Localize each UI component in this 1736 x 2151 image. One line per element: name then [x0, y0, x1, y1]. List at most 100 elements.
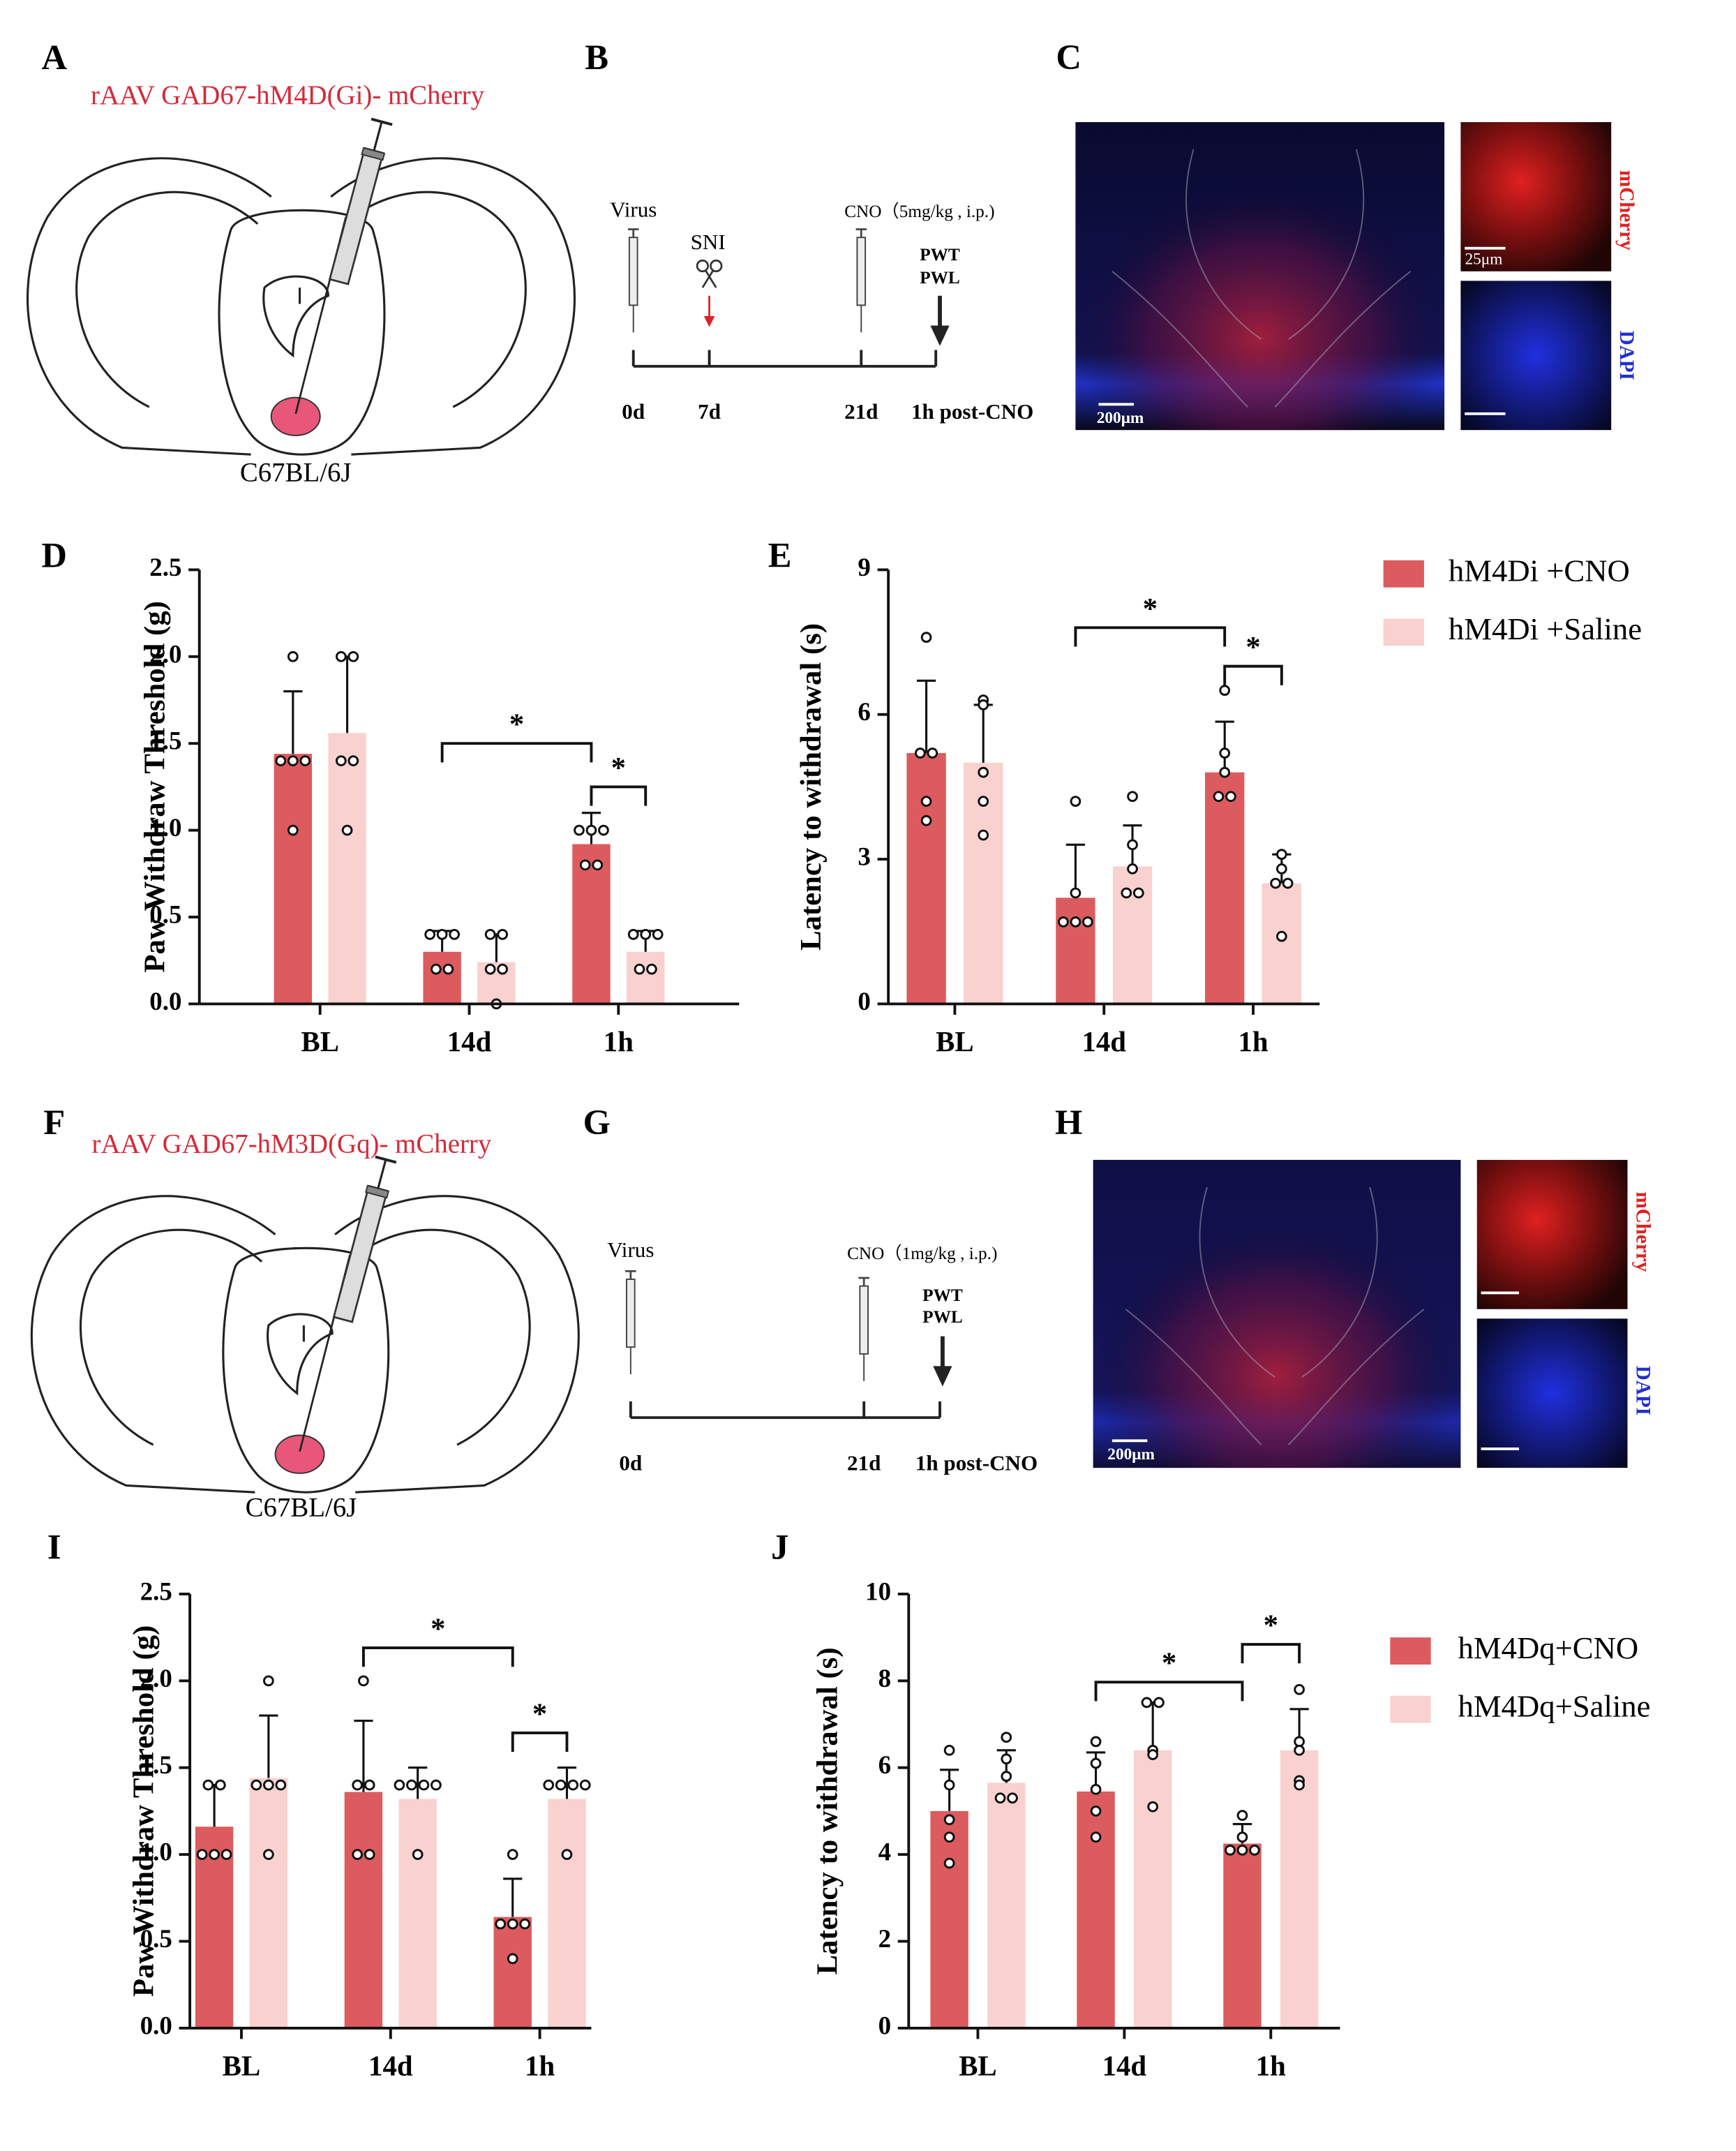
bar — [477, 962, 516, 1004]
bar — [1223, 1843, 1262, 2028]
data-point — [1001, 1732, 1012, 1743]
x-tick-label: 14d — [447, 1026, 492, 1057]
timeline-label: SNI — [691, 230, 726, 254]
y-tick-label: 0 — [858, 987, 870, 1015]
data-point — [449, 929, 461, 940]
error-bar — [973, 704, 993, 763]
data-point — [495, 1918, 507, 1930]
x-tick-label: BL — [936, 1026, 973, 1057]
panel-letter: J — [771, 1527, 788, 1566]
data-point — [220, 1849, 232, 1861]
brain-schematic — [30, 1155, 581, 1494]
data-point — [1121, 887, 1132, 899]
bar — [1262, 883, 1302, 1004]
panel-letter: H — [1055, 1103, 1082, 1142]
error-bar — [557, 1766, 577, 1799]
timeline-label: Virus — [610, 197, 657, 221]
bar — [398, 1799, 437, 2028]
x-tick-label: 1h — [1256, 2050, 1286, 2082]
data-point — [1153, 1697, 1165, 1709]
x-tick-label: BL — [959, 2050, 996, 2082]
data-point — [196, 1849, 208, 1861]
data-point — [1070, 916, 1082, 928]
data-point — [1058, 916, 1069, 928]
bar — [344, 1792, 383, 2028]
data-point — [1294, 1779, 1305, 1791]
significance-bracket — [1094, 1681, 1244, 1702]
data-point — [431, 963, 442, 975]
error-bar — [916, 679, 936, 754]
strain-label: C67BL/6J — [246, 1492, 357, 1522]
y-tick-label: 1.0 — [149, 813, 181, 842]
timeline — [624, 1270, 952, 1420]
x-tick-label: 1h — [604, 1026, 634, 1057]
y-tick-label: 8 — [878, 1664, 891, 1692]
data-point — [484, 929, 496, 940]
bar — [1077, 1791, 1115, 2028]
bar — [195, 1826, 234, 2028]
data-point — [347, 755, 359, 766]
data-point — [364, 1779, 375, 1791]
brain-schematic — [26, 117, 576, 456]
data-point — [352, 1779, 364, 1791]
data-point — [943, 1831, 955, 1843]
y-tick-label: 0 — [878, 2011, 891, 2039]
y-tick-label: 0.0 — [149, 987, 181, 1015]
bar — [906, 753, 946, 1004]
data-point — [1070, 796, 1082, 807]
error-bar — [1143, 1701, 1162, 1750]
data-point — [214, 1779, 226, 1791]
x-tick-label: 14d — [368, 2050, 413, 2082]
data-point — [507, 1953, 518, 1965]
significance-label: * — [431, 1613, 445, 1646]
significance-label: * — [1245, 631, 1260, 664]
y-tick-label: 0.5 — [140, 1924, 172, 1953]
panel-letter: F — [43, 1103, 65, 1142]
y-axis-label: Paw Withdraw Threshold (g) — [128, 1625, 160, 1997]
timeline-label: CNO（1mg/kg , i.p.) — [847, 1244, 997, 1263]
significance-bracket — [440, 742, 593, 763]
data-point — [335, 650, 347, 662]
data-point — [943, 1857, 955, 1869]
data-point — [1236, 1810, 1248, 1822]
data-point — [543, 1779, 555, 1791]
data-point — [943, 1814, 955, 1826]
test-label: PWL — [922, 1307, 963, 1327]
bar — [987, 1782, 1026, 2028]
data-point — [1082, 916, 1093, 928]
y-tick-label: 4 — [878, 1838, 891, 1866]
data-point — [1070, 887, 1082, 899]
data-point — [567, 1779, 579, 1791]
y-axis-label: Latency to withdrawal (s) — [795, 623, 828, 951]
data-point — [1090, 1783, 1102, 1795]
y-tick-label: 9 — [858, 553, 870, 581]
data-point — [431, 1779, 442, 1791]
data-point — [1249, 1845, 1260, 1856]
legend-swatch — [1390, 1695, 1431, 1723]
data-point — [442, 963, 454, 975]
data-point — [358, 1675, 369, 1687]
channel-label: DAPI — [1615, 331, 1638, 380]
legend-label: hM4Dq+CNO — [1458, 1630, 1639, 1665]
significance-label: * — [1162, 1647, 1176, 1680]
data-point — [275, 755, 287, 766]
data-point — [1225, 1845, 1236, 1856]
test-label: PWT — [922, 1286, 963, 1305]
data-point — [507, 1918, 518, 1930]
panel-letter: B — [585, 38, 608, 77]
timepoint-label: 21d — [844, 399, 878, 424]
y-tick-label: 2.0 — [149, 639, 181, 668]
data-point — [1007, 1792, 1018, 1804]
data-point — [1282, 877, 1294, 889]
x-tick-label: BL — [223, 2050, 260, 2082]
significance-bracket — [361, 1646, 514, 1667]
significance-bracket — [1074, 626, 1227, 647]
bar — [1112, 866, 1153, 1004]
data-point — [1090, 1806, 1102, 1817]
data-point — [209, 1849, 220, 1861]
data-point — [1236, 1831, 1248, 1843]
significance-bracket — [511, 1732, 569, 1752]
data-point — [1219, 766, 1231, 778]
test-label: PWL — [920, 268, 960, 288]
